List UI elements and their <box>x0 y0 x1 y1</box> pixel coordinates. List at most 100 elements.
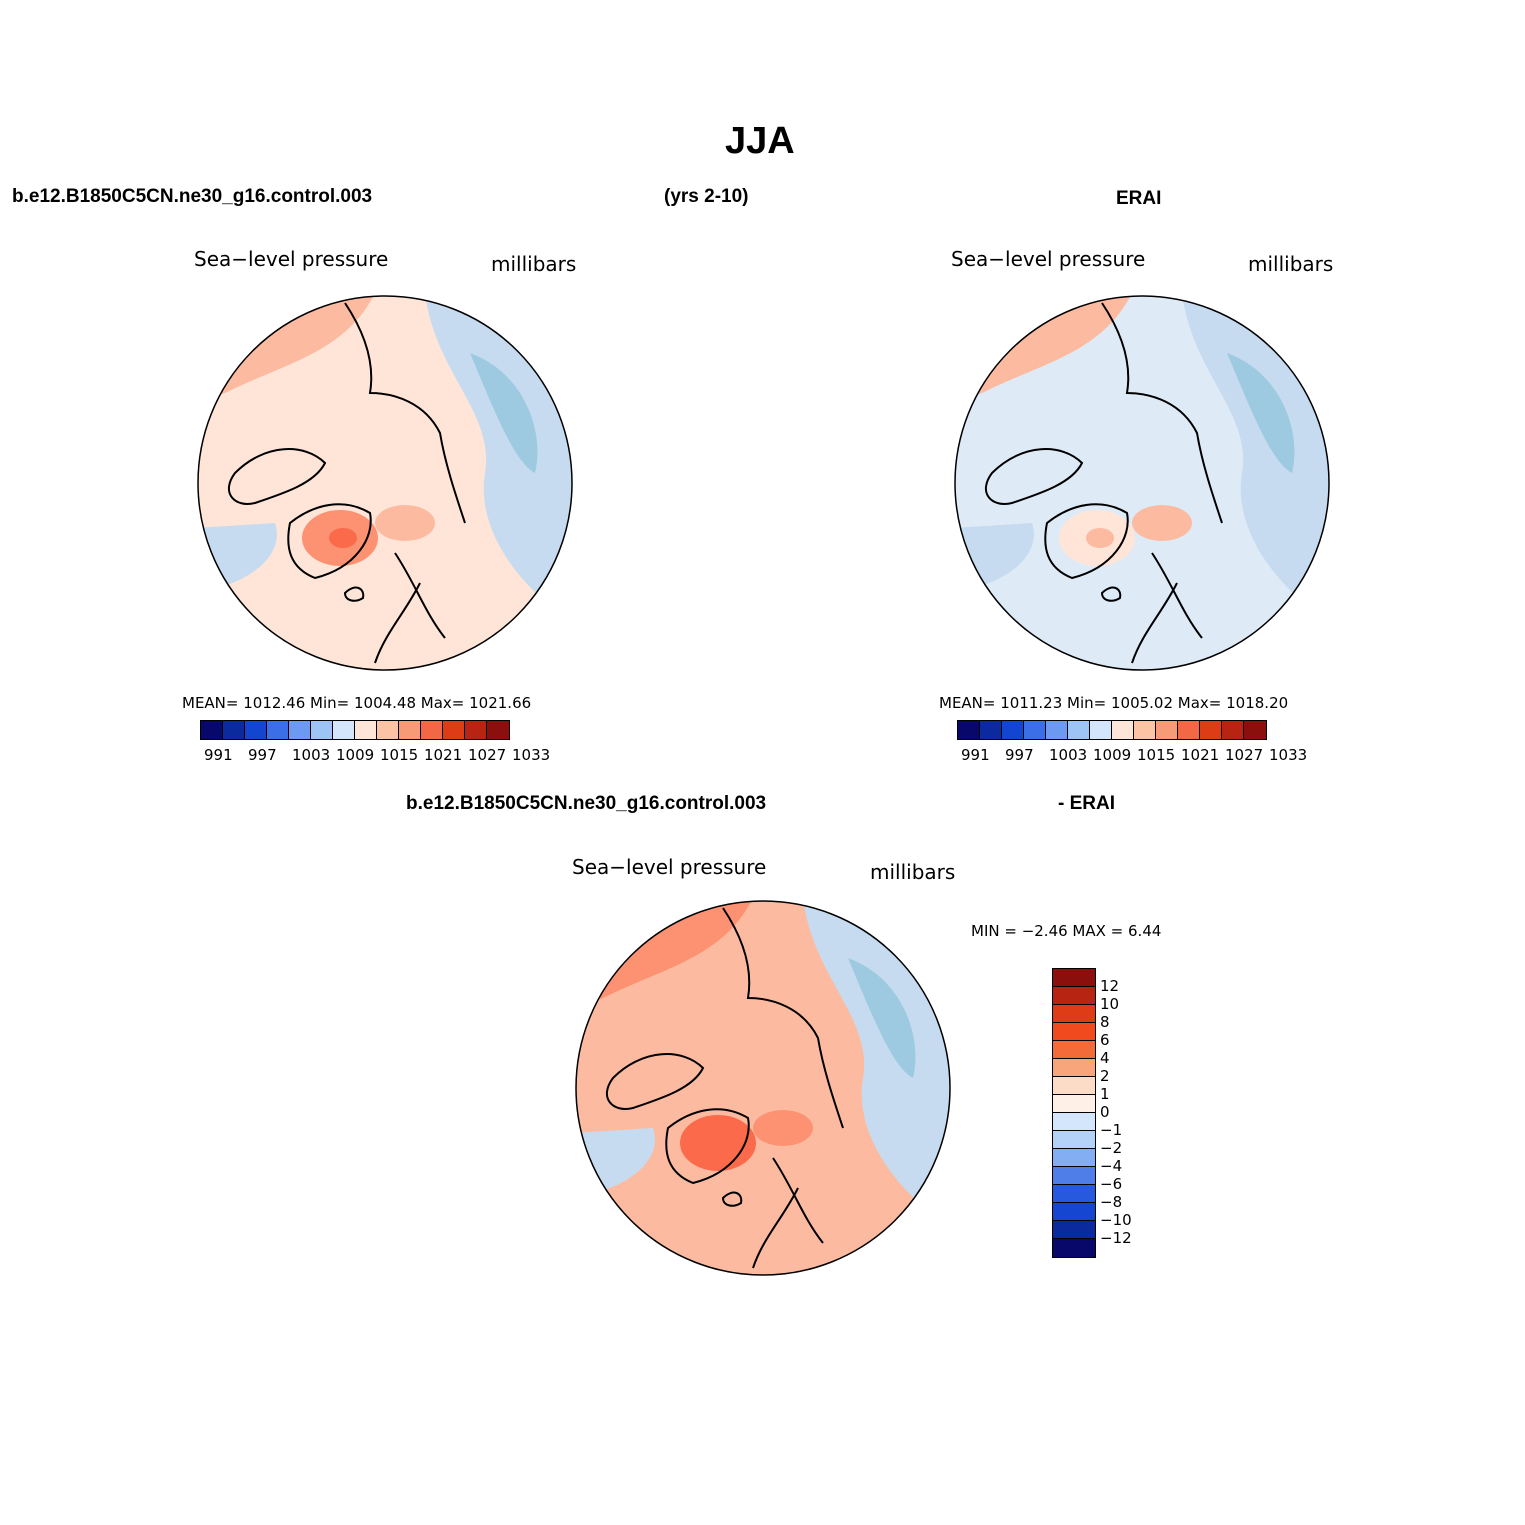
map-boundary <box>575 900 951 1276</box>
siberia-coastline <box>344 302 466 524</box>
colorbar-swatch <box>245 721 267 739</box>
europe-coastline <box>374 552 446 664</box>
greenland-coastline <box>665 1108 750 1185</box>
panel-erai-map <box>954 295 1330 671</box>
colorbar-swatch <box>487 721 509 739</box>
colorbar-tick-label: 4 <box>1100 1049 1110 1067</box>
field-region <box>848 958 916 1078</box>
colorbar-diff <box>1052 968 1096 1258</box>
years-label: (yrs 2-10) <box>664 186 749 207</box>
colorbar-swatch <box>1244 721 1266 739</box>
colorbar-tick-label: 1009 <box>336 746 375 764</box>
colorbar-tick-label: −1 <box>1100 1121 1123 1139</box>
field-region <box>1227 353 1295 473</box>
colorbar-swatch <box>223 721 245 739</box>
colorbar-swatch <box>1046 721 1068 739</box>
colorbar-tick-label: 991 <box>961 746 990 764</box>
colorbar-swatch <box>333 721 355 739</box>
canada-coastline <box>228 448 327 505</box>
field-region <box>329 528 357 548</box>
colorbar-tick-label: 997 <box>1005 746 1034 764</box>
siberia-coastline <box>722 907 844 1129</box>
colorbar-swatch <box>399 721 421 739</box>
field-region <box>1086 528 1114 548</box>
colorbar-swatch <box>1053 1239 1095 1257</box>
field-region <box>375 505 435 541</box>
colorbar-swatch <box>1222 721 1244 739</box>
europe-coastline <box>752 1157 824 1269</box>
colorbar-swatch <box>958 721 980 739</box>
colorbar-tick-label: −8 <box>1100 1193 1123 1211</box>
panel-model-map <box>197 295 573 671</box>
colorbar-swatch <box>1156 721 1178 739</box>
field-region <box>1132 505 1192 541</box>
panel-model-units: millibars <box>491 252 577 276</box>
iceland-coastline <box>721 1191 743 1207</box>
canada-coastline <box>985 448 1084 505</box>
colorbar-swatch <box>311 721 333 739</box>
colorbar-swatch <box>1178 721 1200 739</box>
colorbar-swatch <box>267 721 289 739</box>
map-boundary <box>197 295 573 671</box>
case-name-top-left: b.e12.B1850C5CN.ne30_g16.control.003 <box>12 186 373 207</box>
colorbar-swatch <box>1053 1059 1095 1077</box>
colorbar-tick-label: 1 <box>1100 1085 1110 1103</box>
panel-erai-stats: MEAN= 1011.23 Min= 1005.02 Max= 1018.20 <box>939 694 1289 712</box>
colorbar-swatch <box>1053 1113 1095 1131</box>
colorbar-swatch <box>1053 1131 1095 1149</box>
greenland-coastline <box>287 503 372 580</box>
colorbar-tick-label: 1021 <box>1181 746 1220 764</box>
map-boundary <box>954 295 1330 671</box>
colorbar-model <box>200 720 510 740</box>
colorbar-tick-label: 8 <box>1100 1013 1110 1031</box>
greenland-coastline <box>1044 503 1129 580</box>
colorbar-tick-label: 1027 <box>468 746 507 764</box>
colorbar-swatch <box>1053 1041 1095 1059</box>
colorbar-tick-label: 1027 <box>1225 746 1264 764</box>
diff-case-name: b.e12.B1850C5CN.ne30_g16.control.003 <box>406 793 767 814</box>
colorbar-swatch <box>289 721 311 739</box>
colorbar-tick-label: 997 <box>248 746 277 764</box>
colorbar-tick-label: 991 <box>204 746 233 764</box>
colorbar-tick-label: 1009 <box>1093 746 1132 764</box>
obs-name-top-right: ERAI <box>1116 188 1162 209</box>
colorbar-tick-label: 1003 <box>292 746 331 764</box>
figure-title: JJA <box>725 120 795 162</box>
colorbar-swatch <box>443 721 465 739</box>
panel-model-variable: Sea−level pressure <box>194 247 389 271</box>
panel-erai-units: millibars <box>1248 252 1334 276</box>
colorbar-tick-label: 10 <box>1100 995 1120 1013</box>
colorbar-swatch <box>1053 1077 1095 1095</box>
colorbar-tick-label: 12 <box>1100 977 1120 995</box>
colorbar-swatch <box>1053 1095 1095 1113</box>
colorbar-tick-label: −4 <box>1100 1157 1123 1175</box>
colorbar-swatch <box>377 721 399 739</box>
colorbar-tick-label: 1003 <box>1049 746 1088 764</box>
colorbar-tick-label: 1015 <box>1137 746 1176 764</box>
colorbar-swatch <box>1090 721 1112 739</box>
europe-coastline <box>1131 552 1203 664</box>
colorbar-swatch <box>1053 1167 1095 1185</box>
iceland-coastline <box>1100 586 1122 602</box>
colorbar-tick-label: 1033 <box>512 746 551 764</box>
diff-obs-name: - ERAI <box>1058 793 1115 814</box>
panel-diff-map <box>575 900 951 1276</box>
colorbar-swatch <box>1134 721 1156 739</box>
panel-diff-units: millibars <box>870 860 956 884</box>
colorbar-tick-label: −12 <box>1100 1229 1132 1247</box>
colorbar-swatch <box>1068 721 1090 739</box>
colorbar-tick-label: −2 <box>1100 1139 1123 1157</box>
colorbar-swatch <box>980 721 1002 739</box>
canada-coastline <box>606 1053 705 1110</box>
colorbar-swatch <box>1200 721 1222 739</box>
colorbar-tick-label: −10 <box>1100 1211 1132 1229</box>
colorbar-swatch <box>1053 1203 1095 1221</box>
colorbar-tick-label: 1015 <box>380 746 419 764</box>
colorbar-swatch <box>1053 987 1095 1005</box>
colorbar-tick-label: −6 <box>1100 1175 1123 1193</box>
panel-model-stats: MEAN= 1012.46 Min= 1004.48 Max= 1021.66 <box>182 694 532 712</box>
colorbar-swatch <box>201 721 223 739</box>
colorbar-swatch <box>355 721 377 739</box>
colorbar-tick-label: 1033 <box>1269 746 1308 764</box>
colorbar-swatch <box>421 721 443 739</box>
